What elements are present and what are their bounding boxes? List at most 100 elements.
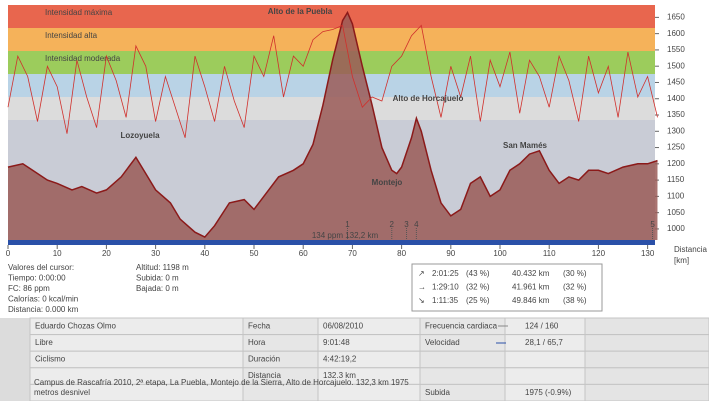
elevation-line [7, 10, 658, 239]
place-annotation: Montejo [372, 178, 403, 187]
cursor-value: Valores del cursor: [8, 263, 74, 272]
marker-label: 3 [404, 220, 409, 229]
elevation-area [8, 12, 658, 240]
table-text: 132.3 km [323, 371, 356, 380]
x-tick-label: 10 [53, 249, 62, 258]
y-tick-label: 1350 [667, 110, 685, 119]
x-tick-label: 130 [641, 249, 655, 258]
table-text: Subida [425, 388, 450, 397]
x-axis-bar [8, 240, 655, 245]
table-text: 28,1 / 65,7 [525, 338, 563, 347]
x-tick-label: 70 [348, 249, 357, 258]
heart-rate-line [7, 24, 658, 138]
cursor-value: Calorías: 0 kcal/min [8, 295, 78, 304]
table-text: Fecha [248, 321, 271, 330]
table-cell [419, 350, 506, 369]
place-annotation: San Mamés [503, 141, 548, 150]
summary-arrow: ↗ [418, 269, 425, 278]
cursor-value: Subida: 0 m [136, 274, 179, 283]
summary-time: 1:11:35 [432, 296, 459, 305]
marker-label: 1 [345, 220, 350, 229]
table-cell [419, 367, 506, 385]
x-tick-label: 20 [102, 249, 111, 258]
summary-km-pct: (38 %) [563, 296, 587, 305]
y-tick-label: 1450 [667, 78, 685, 87]
table-text: Eduardo Chozas Olmo [35, 321, 116, 330]
cursor-note: 134 ppm 132,2 km [312, 231, 379, 240]
y-tick-label: 1650 [667, 12, 685, 21]
y-tick-label: 1500 [667, 61, 685, 70]
y-tick-label: 1200 [667, 159, 685, 168]
cursor-value: Tiempo: 0:00:00 [8, 274, 66, 283]
x-tick-label: 30 [151, 249, 160, 258]
cursor-value: Altitud: 1198 m [136, 263, 189, 272]
zone-label: Intensidad máxima [45, 8, 113, 17]
table-text: Duración [248, 355, 280, 364]
summary-time: 2:01:25 [432, 269, 459, 278]
marker-label: 2 [390, 220, 395, 229]
x-tick-label: 40 [200, 249, 209, 258]
table-description: Campus de Rascafría 2010, 2ª etapa, La P… [34, 378, 409, 398]
x-tick-label: 80 [397, 249, 406, 258]
table-text: 9:01:48 [323, 338, 350, 347]
y-tick-label: 1400 [667, 94, 685, 103]
x-tick-label: 120 [592, 249, 606, 258]
place-annotation: Alto de la Puebla [268, 7, 333, 16]
y-tick-label: 1150 [667, 175, 685, 184]
table-cell [504, 350, 586, 369]
y-tick-label: 1300 [667, 126, 685, 135]
table-cell [584, 350, 709, 369]
cursor-value: Distancia: 0.000 km [8, 305, 79, 314]
place-annotation: Lozoyuela [120, 131, 160, 140]
table-cell [584, 334, 709, 352]
marker-label: 5 [650, 220, 655, 229]
zone-label: Intensidad alta [45, 31, 98, 40]
table-text: Frecuencia cardiaca [425, 321, 498, 330]
summary-km: 41.961 km [512, 283, 550, 292]
summary-km: 40.432 km [512, 269, 550, 278]
table-text: Libre [35, 338, 53, 347]
cursor-value: FC: 86 ppm [8, 284, 50, 293]
summary-pct: (32 %) [466, 283, 490, 292]
table-cell [29, 334, 244, 352]
summary-km: 49.846 km [512, 296, 550, 305]
zone-label: Intensidad moderada [45, 54, 121, 63]
summary-pct: (25 %) [466, 296, 490, 305]
place-annotation: Alto de Horcajuelo [393, 94, 464, 103]
summary-pct: (43 %) [466, 269, 490, 278]
table-cell [584, 383, 709, 401]
y-tick-label: 1600 [667, 29, 685, 38]
x-tick-label: 0 [6, 249, 11, 258]
table-text: Campus de Rascafría 2010, 2ª etapa, La P… [34, 378, 409, 398]
summary-box [411, 263, 603, 312]
x-tick-label: 50 [250, 249, 259, 258]
x-axis-label: Distancia [674, 245, 707, 254]
zone-band [8, 28, 655, 51]
y-tick-label: 1100 [667, 191, 685, 200]
y-tick-label: 1550 [667, 45, 685, 54]
y-tick-label: 1000 [667, 224, 685, 233]
summary-arrow: ↘ [418, 296, 425, 305]
x-tick-label: 90 [446, 249, 455, 258]
summary-time: 1:29:10 [432, 283, 459, 292]
table-text: Hora [248, 338, 266, 347]
x-axis-label: [km] [674, 256, 689, 265]
marker-label: 4 [414, 220, 419, 229]
y-tick-label: 1050 [667, 208, 685, 217]
summary-km-pct: (30 %) [563, 269, 587, 278]
x-tick-label: 60 [299, 249, 308, 258]
table-cell [584, 317, 709, 336]
table-text: Distancia [248, 371, 281, 380]
table-text: 4:42:19,2 [323, 355, 357, 364]
table-text: 1975 (-0.9%) [525, 388, 572, 397]
table-text: 06/08/2010 [323, 321, 364, 330]
x-tick-label: 100 [493, 249, 507, 258]
summary-arrow: → [418, 283, 426, 292]
cursor-value: Bajada: 0 m [136, 284, 179, 293]
table-text: 124 / 160 [525, 321, 559, 330]
x-tick-label: 110 [543, 249, 556, 258]
table-cell [504, 367, 586, 385]
table-text: Ciclismo [35, 355, 66, 364]
table-cell [584, 367, 709, 385]
